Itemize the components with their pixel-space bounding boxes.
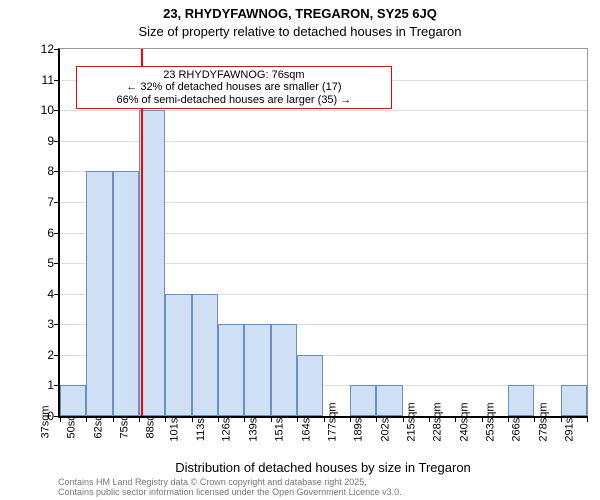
x-tick-mark [113, 416, 114, 422]
y-tick-mark [54, 171, 60, 172]
x-tick-mark [297, 416, 298, 422]
x-tick-mark [482, 416, 483, 422]
x-tick-mark [587, 416, 588, 422]
y-tick-label: 1 [47, 378, 54, 392]
y-tick-label: 3 [47, 317, 54, 331]
x-tick-mark [218, 416, 219, 422]
y-tick-label: 12 [41, 42, 54, 56]
x-tick-label: 37sqm [39, 405, 51, 438]
y-tick-label: 7 [47, 195, 54, 209]
x-tick-mark [429, 416, 430, 422]
y-tick-label: 11 [42, 73, 54, 87]
x-tick-mark [86, 416, 87, 422]
y-tick-label: 10 [41, 103, 54, 117]
attribution-text: Contains HM Land Registry data © Crown c… [58, 478, 402, 498]
y-tick-label: 9 [47, 134, 54, 148]
y-tick-label: 5 [47, 256, 54, 270]
y-tick-label: 8 [47, 164, 54, 178]
x-tick-label: 228sqm [432, 402, 444, 441]
x-tick-mark [508, 416, 509, 422]
histogram-bar [60, 385, 86, 416]
y-tick-mark [54, 80, 60, 81]
x-tick-label: 278sqm [537, 402, 549, 441]
x-tick-mark [534, 416, 535, 422]
annotation-line: 66% of semi-detached houses are larger (… [81, 94, 387, 107]
y-tick-mark [54, 355, 60, 356]
x-tick-mark [60, 416, 61, 422]
x-axis-label: Distribution of detached houses by size … [58, 460, 588, 475]
x-tick-mark [139, 416, 140, 422]
histogram-bar [113, 171, 139, 416]
x-tick-label: 240sqm [458, 402, 470, 441]
annotation-line: 23 RHYDYFAWNOG: 76sqm [81, 69, 387, 82]
y-tick-mark [54, 202, 60, 203]
chart-subtitle: Size of property relative to detached ho… [0, 24, 600, 39]
x-tick-mark [244, 416, 245, 422]
histogram-bar [376, 385, 402, 416]
x-tick-mark [455, 416, 456, 422]
histogram-bar [297, 355, 323, 416]
x-tick-mark [376, 416, 377, 422]
plot-area: 012345678910111237sqm50sqm62sqm75sqm88sq… [58, 48, 588, 418]
y-tick-mark [54, 49, 60, 50]
x-tick-label: 253sqm [484, 402, 496, 441]
x-tick-mark [165, 416, 166, 422]
x-tick-mark [192, 416, 193, 422]
y-tick-label: 2 [47, 348, 54, 362]
x-tick-mark [324, 416, 325, 422]
x-tick-mark [561, 416, 562, 422]
y-tick-mark [54, 110, 60, 111]
y-tick-mark [54, 324, 60, 325]
histogram-bar [561, 385, 587, 416]
histogram-bar [244, 324, 270, 416]
x-tick-mark [403, 416, 404, 422]
attribution-line: Contains public sector information licen… [58, 488, 402, 498]
histogram-bar [218, 324, 244, 416]
annotation-box: 23 RHYDYFAWNOG: 76sqm← 32% of detached h… [76, 66, 392, 110]
x-tick-mark [350, 416, 351, 422]
histogram-bar [192, 294, 218, 416]
histogram-bar [86, 171, 112, 416]
y-tick-label: 4 [47, 287, 54, 301]
x-tick-label: 215sqm [405, 402, 417, 441]
histogram-bar [508, 385, 534, 416]
histogram-bar [350, 385, 376, 416]
y-tick-mark [54, 294, 60, 295]
annotation-line: ← 32% of detached houses are smaller (17… [81, 81, 387, 94]
y-tick-label: 6 [47, 226, 54, 240]
histogram-bar [165, 294, 191, 416]
x-tick-mark [271, 416, 272, 422]
chart-title: 23, RHYDYFAWNOG, TREGARON, SY25 6JQ [0, 6, 600, 21]
x-tick-label: 177sqm [326, 402, 338, 441]
y-tick-mark [54, 263, 60, 264]
y-tick-mark [54, 233, 60, 234]
y-tick-mark [54, 141, 60, 142]
histogram-bar [271, 324, 297, 416]
chart-container: 23, RHYDYFAWNOG, TREGARON, SY25 6JQ Size… [0, 0, 600, 500]
